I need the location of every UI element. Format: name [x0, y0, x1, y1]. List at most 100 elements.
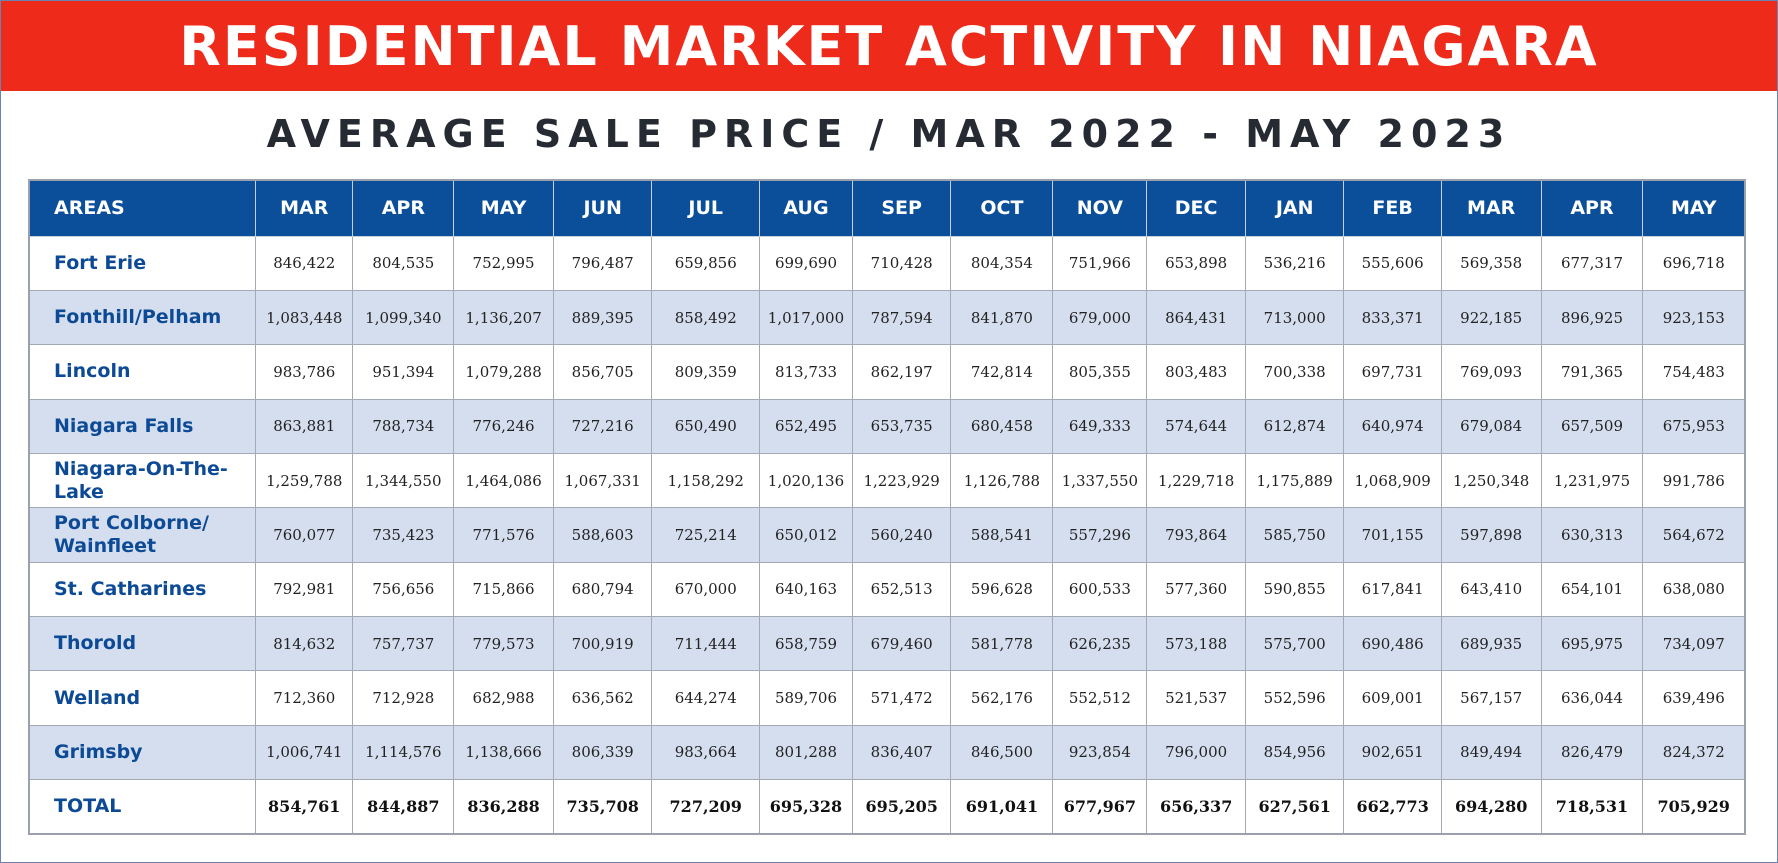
price-cell: 1,020,136: [759, 452, 853, 509]
table-row: Lincoln 983,786 951,394 1,079,288 856,705 809…: [28, 344, 1746, 400]
header-month: SEP: [851, 179, 952, 237]
price-cell: 836,288: [453, 779, 554, 835]
chart-subtitle: AVERAGE SALE PRICE / MAR 2022 - MAY 2023: [266, 112, 1512, 156]
price-cell: 1,083,448: [255, 289, 354, 346]
price-cell: 1,223,929: [851, 452, 952, 509]
price-cell: 742,814: [950, 344, 1054, 400]
price-cell: 836,407: [851, 724, 952, 781]
price-cell: 796,487: [552, 235, 653, 291]
table-row: Niagara-On-The-Lake 1,259,788 1,344,550 1,4…: [28, 452, 1746, 509]
price-cell: 557,296: [1052, 507, 1148, 563]
price-cell: 718,531: [1540, 779, 1644, 835]
price-cell: 677,317: [1540, 235, 1644, 291]
price-cell: 682,988: [453, 670, 554, 726]
price-cell: 650,012: [759, 507, 853, 563]
header-areas: AREAS: [28, 179, 257, 237]
price-table: AREAS MAR APR MAY JUN JUL AUG SEP OCT NOV DEC JAN FE…: [28, 179, 1746, 835]
area-label: Fort Erie: [28, 235, 257, 291]
price-cell: 813,733: [759, 344, 853, 400]
price-cell: 644,274: [651, 670, 761, 726]
header-month: DEC: [1146, 179, 1246, 237]
price-cell: 696,718: [1642, 235, 1746, 291]
price-cell: 1,126,788: [950, 452, 1054, 509]
price-cell: 896,925: [1540, 289, 1644, 346]
price-cell: 596,628: [950, 561, 1054, 618]
price-cell: 756,656: [352, 561, 455, 618]
price-cell: 640,163: [759, 561, 853, 618]
price-cell: 600,533: [1052, 561, 1148, 618]
price-cell: 858,492: [651, 289, 761, 346]
price-cell: 1,464,086: [453, 452, 554, 509]
price-cell: 805,355: [1052, 344, 1148, 400]
price-cell: 712,928: [352, 670, 455, 726]
price-cell: 691,041: [950, 779, 1054, 835]
price-cell: 636,044: [1540, 670, 1644, 726]
table-row: Welland 712,360 712,928 682,988 636,562 644,2…: [28, 670, 1746, 726]
price-cell: 564,672: [1642, 507, 1746, 563]
price-cell: 711,444: [651, 616, 761, 672]
price-cell: 1,006,741: [255, 724, 354, 781]
price-cell: 856,705: [552, 344, 653, 400]
price-cell: 806,339: [552, 724, 653, 781]
price-cell: 649,333: [1052, 398, 1148, 454]
price-cell: 804,535: [352, 235, 455, 291]
price-cell: 639,496: [1642, 670, 1746, 726]
price-cell: 627,561: [1244, 779, 1345, 835]
price-cell: 680,794: [552, 561, 653, 618]
price-cell: 712,360: [255, 670, 354, 726]
price-cell: 1,068,909: [1343, 452, 1442, 509]
price-cell: 609,001: [1343, 670, 1442, 726]
price-cell: 569,358: [1440, 235, 1542, 291]
price-cell: 695,975: [1540, 616, 1644, 672]
area-label: Niagara-On-The-Lake: [28, 452, 257, 509]
price-cell: 612,874: [1244, 398, 1345, 454]
price-cell: 652,495: [759, 398, 853, 454]
price-cell: 727,209: [651, 779, 761, 835]
price-cell: 679,460: [851, 616, 952, 672]
price-cell: 1,231,975: [1540, 452, 1644, 509]
header-row: AREAS MAR APR MAY JUN JUL AUG SEP OCT NOV DEC JAN FE…: [28, 179, 1746, 237]
price-cell: 991,786: [1642, 452, 1746, 509]
price-cell: 670,000: [651, 561, 761, 618]
price-cell: 699,690: [759, 235, 853, 291]
header-month: MAY: [1642, 179, 1746, 237]
price-cell: 659,856: [651, 235, 761, 291]
price-cell: 679,084: [1440, 398, 1542, 454]
price-cell: 562,176: [950, 670, 1054, 726]
price-cell: 983,664: [651, 724, 761, 781]
header-month: JUL: [651, 179, 761, 237]
price-cell: 679,000: [1052, 289, 1148, 346]
price-cell: 854,956: [1244, 724, 1345, 781]
price-cell: 636,562: [552, 670, 653, 726]
price-cell: 650,490: [651, 398, 761, 454]
table-row: Fonthill/Pelham 1,083,448 1,099,340 1,136,2…: [28, 289, 1746, 346]
price-cell: 695,328: [759, 779, 853, 835]
area-label: Welland: [28, 670, 257, 726]
price-cell: 1,175,889: [1244, 452, 1345, 509]
price-cell: 657,509: [1540, 398, 1644, 454]
price-cell: 690,486: [1343, 616, 1442, 672]
price-cell: 680,458: [950, 398, 1054, 454]
price-cell: 803,483: [1146, 344, 1246, 400]
price-cell: 700,919: [552, 616, 653, 672]
price-cell: 695,205: [851, 779, 952, 835]
price-cell: 658,759: [759, 616, 853, 672]
header-month: MAY: [453, 179, 554, 237]
price-cell: 793,864: [1146, 507, 1246, 563]
price-cell: 826,479: [1540, 724, 1644, 781]
header-month: FEB: [1343, 179, 1442, 237]
price-cell: 863,881: [255, 398, 354, 454]
price-cell: 689,935: [1440, 616, 1542, 672]
price-cell: 643,410: [1440, 561, 1542, 618]
price-cell: 889,395: [552, 289, 653, 346]
price-cell: 791,365: [1540, 344, 1644, 400]
header-month: AUG: [759, 179, 853, 237]
price-cell: 787,594: [851, 289, 952, 346]
price-cell: 792,981: [255, 561, 354, 618]
price-cell: 1,067,331: [552, 452, 653, 509]
price-cell: 597,898: [1440, 507, 1542, 563]
price-cell: 752,995: [453, 235, 554, 291]
price-cell: 640,974: [1343, 398, 1442, 454]
price-cell: 922,185: [1440, 289, 1542, 346]
